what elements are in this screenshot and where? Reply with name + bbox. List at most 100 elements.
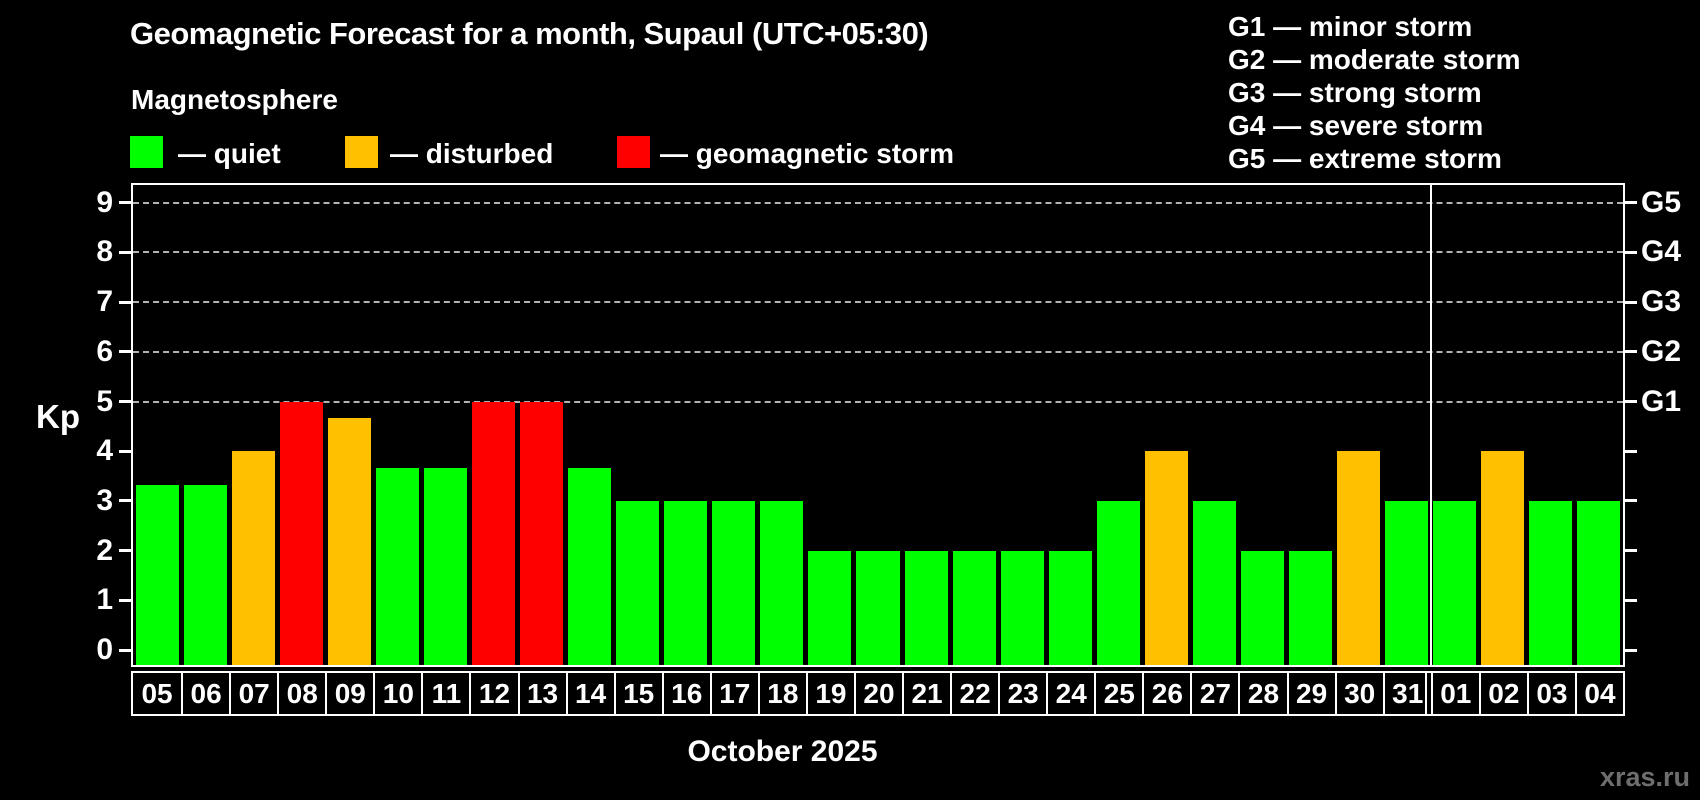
x-axis-label-15: 15: [613, 673, 662, 714]
g3-legend-line: G3 — strong storm: [1228, 77, 1482, 108]
bar-03: [1529, 500, 1573, 665]
x-axis-label-02: 02: [1478, 673, 1527, 714]
y-tick-label-8: 8: [96, 235, 113, 269]
g-axis-label-g4: G4: [1641, 235, 1682, 269]
y-tick-right-6: [1625, 350, 1637, 354]
y-tick-right-8: [1625, 250, 1637, 254]
x-axis-label-13: 13: [517, 673, 566, 714]
x-axis-label-03: 03: [1526, 673, 1575, 714]
g1-legend-line: G1 — minor storm: [1228, 11, 1473, 42]
bar-21: [904, 550, 948, 665]
disturbed-swatch-icon: [345, 136, 378, 168]
y-tick-left-1: [119, 598, 131, 602]
y-tick-left-5: [119, 400, 131, 403]
storm-label: — geomagnetic storm: [660, 138, 955, 169]
x-axis-label-30: 30: [1334, 673, 1383, 714]
y-tick-label-1: 1: [96, 583, 113, 617]
y-tick-label-9: 9: [96, 185, 113, 219]
bar-04: [1577, 500, 1621, 665]
g-axis-label-g3: G3: [1641, 285, 1682, 319]
bar-10: [375, 467, 419, 665]
x-axis-label-16: 16: [661, 673, 710, 714]
gridline-kp8: [133, 251, 1623, 254]
x-axis-label-25: 25: [1094, 673, 1142, 714]
x-axis-label-08: 08: [277, 673, 325, 714]
x-axis-label-14: 14: [565, 673, 614, 714]
bar-26: [1144, 451, 1188, 665]
g-scale-legend: G1 — minor storm G2 — moderate storm G3 …: [1228, 10, 1521, 175]
x-axis-label-19: 19: [805, 673, 854, 714]
g4-legend-line: G4 — severe storm: [1228, 110, 1484, 141]
x-axis-label-24: 24: [1046, 673, 1094, 714]
x-axis-label-04: 04: [1574, 673, 1623, 714]
month-separator-line: [1429, 185, 1432, 665]
g5-legend-line: G5 — extreme storm: [1228, 143, 1502, 174]
y-tick-label-3: 3: [96, 483, 113, 517]
x-axis-label-01: 01: [1430, 673, 1479, 714]
g-axis-label-g5: G5: [1641, 185, 1682, 219]
bar-13: [520, 401, 564, 665]
x-axis-title: October 2025: [687, 735, 878, 768]
y-tick-left-8: [119, 250, 131, 254]
x-axis-label-31: 31: [1382, 673, 1431, 714]
x-axis-label-09: 09: [325, 673, 373, 714]
page-title: Geomagnetic Forecast for a month, Supaul…: [130, 16, 929, 51]
legend-title: Magnetosphere: [131, 84, 338, 115]
x-axis-date-row: 05 06 07 08 09 10 11 12 13 14 15 16 17 18 19 20 21 22 23 24…: [131, 671, 1625, 716]
x-axis-label-27: 27: [1190, 673, 1238, 714]
bar-22: [952, 550, 996, 665]
x-axis-label-22: 22: [950, 673, 998, 714]
quiet-label: — quiet: [178, 138, 281, 169]
storm-swatch-icon: [617, 136, 650, 168]
gridline-kp7: [133, 301, 1623, 304]
disturbed-label: — disturbed: [390, 138, 554, 169]
bar-01: [1433, 500, 1477, 665]
bar-31: [1385, 500, 1429, 665]
y-tick-left-6: [119, 350, 131, 354]
bar-02: [1481, 451, 1525, 665]
y-tick-left-7: [119, 300, 131, 304]
bar-17: [712, 500, 756, 665]
g2-legend-line: G2 — moderate storm: [1228, 44, 1521, 75]
y-axis-title: Kp: [36, 398, 80, 435]
x-axis-label-29: 29: [1286, 673, 1335, 714]
bar-18: [760, 500, 804, 665]
y-tick-right-7: [1625, 300, 1637, 304]
x-axis-label-21: 21: [902, 673, 950, 714]
bar-12: [471, 401, 515, 665]
y-tick-label-4: 4: [96, 434, 113, 468]
y-tick-left-2: [119, 549, 131, 553]
x-axis-label-26: 26: [1142, 673, 1190, 714]
y-tick-label-7: 7: [96, 285, 113, 319]
y-tick-left-0: [119, 648, 131, 652]
x-axis-label-20: 20: [853, 673, 902, 714]
bar-15: [616, 500, 660, 665]
bar-16: [664, 500, 708, 665]
bar-19: [808, 550, 852, 665]
bar-20: [856, 550, 900, 665]
x-axis-label-06: 06: [181, 673, 229, 714]
bar-24: [1048, 550, 1092, 665]
x-axis-label-23: 23: [998, 673, 1046, 714]
bar-06: [183, 484, 227, 665]
bar-25: [1096, 500, 1140, 665]
bar-11: [423, 467, 467, 665]
bar-07: [231, 451, 275, 665]
bar-05: [135, 484, 179, 665]
y-tick-right-4: [1625, 449, 1637, 453]
watermark: xras.ru: [1599, 762, 1690, 792]
x-axis-label-11: 11: [421, 673, 469, 714]
gridline-kp9: [133, 201, 1623, 204]
bar-30: [1337, 451, 1381, 665]
bar-23: [1000, 550, 1044, 665]
quiet-swatch-icon: [130, 136, 163, 168]
y-tick-right-3: [1625, 499, 1637, 503]
bar-29: [1289, 550, 1333, 665]
bar-27: [1192, 500, 1236, 665]
y-tick-right-5: [1625, 400, 1637, 403]
bar-28: [1240, 550, 1285, 665]
y-tick-left-3: [119, 499, 131, 503]
y-tick-right-2: [1625, 549, 1637, 553]
x-axis-label-05: 05: [141, 678, 173, 709]
